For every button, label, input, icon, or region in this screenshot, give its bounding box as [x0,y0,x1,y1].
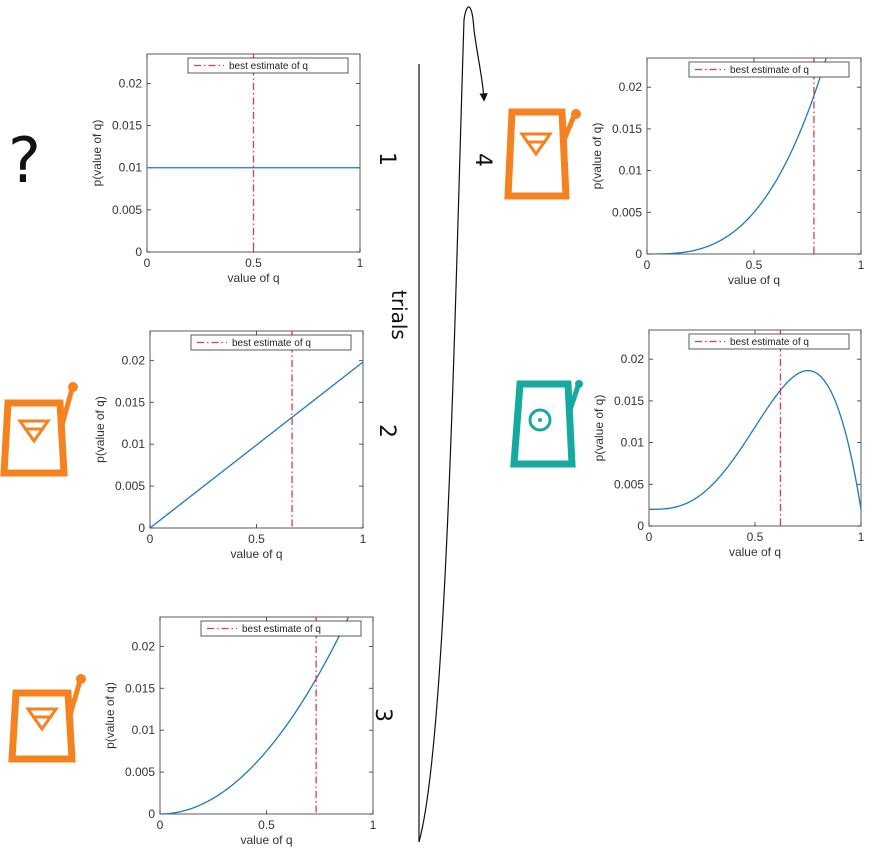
y-tick-label: 0.01 [621,436,645,450]
legend-box [190,334,352,351]
legend-box [200,620,362,637]
x-tick-label: 1 [360,532,367,546]
x-tick-label: 0 [157,818,164,832]
loop-arrow [418,6,488,843]
x-tick-label: 0 [644,258,651,272]
posterior-curve [647,58,827,254]
x-axis-label: value of q [729,545,781,559]
trial-number-4: 4 [470,153,495,167]
y-tick-label: 0 [635,247,642,261]
y-tick-label: 0.02 [132,639,156,653]
x-tick-label: 0.5 [746,258,763,272]
plot-frame [159,616,374,815]
y-axis-label: p(value of q) [592,395,606,462]
trial-number-1: 1 [374,152,399,166]
y-tick-label: 0.01 [132,723,156,737]
trial-number-2: 2 [374,424,399,438]
legend-box [688,61,850,78]
x-tick-label: 0.5 [258,818,275,832]
slot-machine-triangle-icon [0,382,78,477]
chart-1: 0 0.5 1 0 0.005 0.01 0.015 0.02 value of q p(valu… [90,53,364,285]
y-axis-label: p(value of q) [93,396,107,463]
y-tick-label: 0.015 [115,395,145,409]
legend-label: best estimate of q [229,61,308,72]
y-tick-label: 0 [637,519,644,533]
x-axis-label: value of q [728,273,780,287]
chart-4: 0 0.5 1 0 0.005 0.01 0.015 0.02 value of q p(valu… [590,57,865,287]
legend-box [688,333,850,350]
y-tick-label: 0 [138,521,145,535]
slot-machine-triangle-icon [8,674,86,763]
x-tick-label: 0 [147,532,154,546]
x-tick-label: 1 [370,818,377,832]
legend-label: best estimate of q [730,65,809,76]
y-tick-label: 0.015 [614,394,644,408]
y-tick-label: 0.005 [115,479,145,493]
slot-machine-circle-icon [510,380,583,468]
y-tick-label: 0 [148,807,155,821]
x-tick-label: 0 [144,256,151,270]
y-tick-label: 0.01 [119,161,143,175]
x-axis-label: value of q [230,547,282,561]
legend-label: best estimate of q [232,338,311,349]
y-tick-label: 0.01 [619,164,643,178]
y-tick-label: 0.01 [122,437,146,451]
posterior-curve [649,369,861,510]
y-tick-label: 0.005 [125,765,155,779]
legend-box [187,57,349,74]
x-tick-label: 0.5 [248,532,265,546]
x-tick-label: 0 [646,530,653,544]
question-mark: ? [8,124,41,197]
slot-machine-triangle-icon [504,108,581,200]
trial-number-3: 3 [370,708,395,722]
y-tick-label: 0.015 [612,122,642,136]
plot-frame [149,330,364,529]
y-axis-label: p(value of q) [90,120,104,187]
x-axis-label: value of q [240,833,292,847]
y-tick-label: 0.005 [612,205,642,219]
y-tick-label: 0.02 [122,353,146,367]
y-tick-label: 0.005 [614,477,644,491]
chart-5: 0 0.5 1 0 0.005 0.01 0.015 0.02 value of q p(valu… [592,329,865,559]
y-axis-label: p(value of q) [590,123,604,190]
y-tick-label: 0.015 [112,119,142,133]
legend-label: best estimate of q [730,337,809,348]
chart-2: 0 0.5 1 0 0.005 0.01 0.015 0.02 value of q p(valu… [93,330,367,561]
chart-3: 0 0.5 1 0 0.005 0.01 0.015 0.02 value of q p(valu… [103,616,377,847]
x-tick-label: 0.5 [245,256,262,270]
y-tick-label: 0.02 [119,76,143,90]
plot-frame [646,57,862,255]
x-tick-label: 0.5 [747,530,764,544]
y-tick-label: 0.015 [125,681,155,695]
posterior-curve [160,617,350,814]
posterior-curve [150,361,363,528]
x-tick-label: 1 [357,256,364,270]
y-tick-label: 0.02 [619,80,643,94]
legend-label: best estimate of q [242,624,321,635]
x-axis-label: value of q [227,271,279,285]
trials-label: trials [387,290,411,340]
y-axis-label: p(value of q) [103,682,117,749]
x-tick-label: 1 [858,530,865,544]
y-tick-label: 0 [135,245,142,259]
y-tick-label: 0.005 [112,203,142,217]
y-tick-label: 0.02 [621,352,645,366]
x-tick-label: 1 [858,258,865,272]
